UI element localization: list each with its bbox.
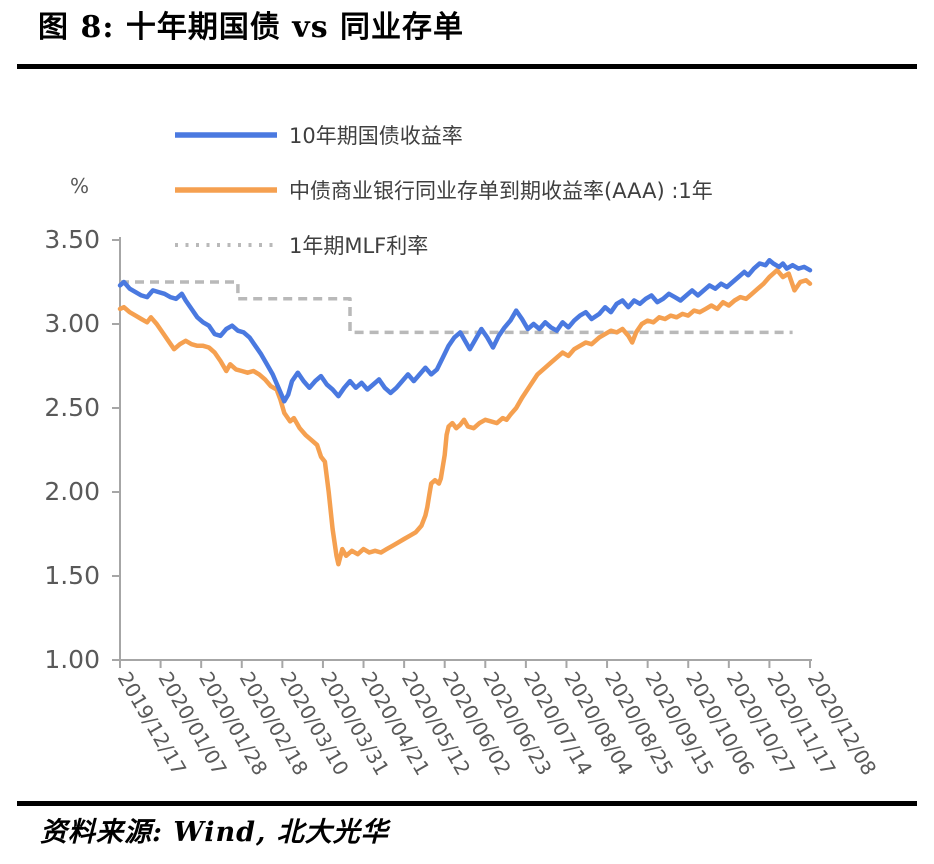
y-tick-label: 1.50 bbox=[44, 561, 100, 590]
y-tick-label: 3.50 bbox=[44, 225, 100, 254]
legend-label-treasury10y: 10年期国债收益率 bbox=[289, 124, 463, 148]
figure-title: 图 8: 十年期国债 vs 同业存单 bbox=[38, 10, 465, 45]
legend-label-mlf1y: 1年期MLF利率 bbox=[289, 234, 428, 258]
legend-item-treasury10y: 10年期国债收益率 bbox=[175, 124, 463, 148]
chart-canvas: 3.503.002.502.001.501.002019/12/172020/0… bbox=[44, 124, 881, 779]
series-treasury10y-line bbox=[117, 257, 813, 404]
y-tick-label: 2.50 bbox=[44, 393, 100, 422]
y-tick-label: 3.00 bbox=[44, 309, 100, 338]
y-axis-unit-label: % bbox=[70, 174, 89, 198]
legend-item-mlf1y: 1年期MLF利率 bbox=[175, 234, 428, 258]
legend-item-ncd1y: 中债商业银行同业存单到期收益率(AAA) :1年 bbox=[175, 179, 713, 203]
legend-label-ncd1y: 中债商业银行同业存单到期收益率(AAA) :1年 bbox=[289, 179, 713, 203]
footer-divider bbox=[17, 801, 917, 806]
y-tick-label: 1.00 bbox=[44, 645, 100, 674]
source-note: 资料来源: Wind, 北大光华 bbox=[40, 817, 389, 848]
series-ncd1y-line bbox=[117, 267, 813, 567]
y-tick-label: 2.00 bbox=[44, 477, 100, 506]
title-divider bbox=[17, 64, 917, 69]
series-mlf1y-line bbox=[120, 280, 793, 335]
